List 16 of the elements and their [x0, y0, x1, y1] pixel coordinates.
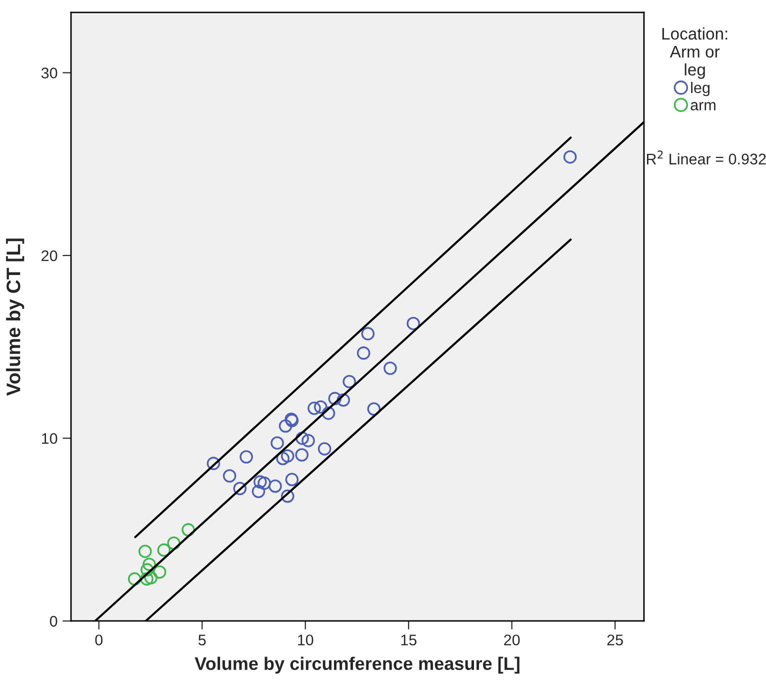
x-tick-label: 15: [401, 634, 416, 646]
legend-label: arm: [690, 102, 716, 110]
x-tick-label: 0: [95, 634, 103, 646]
x-tick-label: 20: [504, 634, 520, 646]
y-axis-title: Volume by CT [L]: [6, 238, 24, 396]
y-tick-label: 10: [42, 433, 58, 444]
x-tick-label: 25: [607, 634, 623, 646]
legend-label: leg: [691, 82, 710, 96]
x-axis-title: Volume by circumference measure [L]: [194, 656, 520, 674]
text: R$^{2}$ Linear = 0.932: [646, 150, 766, 164]
y-tick-label: 30: [41, 68, 58, 78]
y-tick-label: 20: [42, 250, 58, 262]
x-tick-label: 5: [198, 634, 206, 646]
legend-title: Location: Arm or leg: [662, 27, 728, 79]
y-tick-label: 0: [50, 616, 58, 627]
x-tick-label: 10: [298, 634, 314, 646]
